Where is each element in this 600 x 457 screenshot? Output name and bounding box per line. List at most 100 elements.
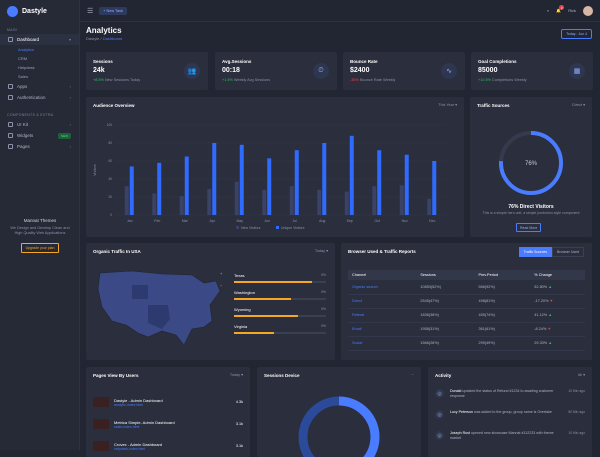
channel-link[interactable]: Email — [348, 322, 417, 337]
breadcrumb-root[interactable]: Dastyle — [86, 36, 100, 41]
user-name[interactable]: Rick — [568, 8, 576, 13]
zoom-in-icon[interactable]: + — [220, 271, 223, 276]
gauge-percent: 76% — [525, 161, 538, 167]
pages-icon — [8, 144, 13, 149]
menu-icon[interactable]: ☰ — [87, 7, 94, 15]
activity-message: was added to the group, group name is Ov… — [473, 410, 552, 414]
stat-delta: +8.5% New Sessions Today — [93, 78, 140, 82]
pages-title: Pages View By Users — [93, 373, 139, 378]
traffic-desc: This is a simple hero unit, a simple jum… — [482, 211, 580, 215]
stat-icon: ▦ — [569, 63, 585, 79]
table-row: Social 1566(26%) 299(49%) 29.33% ▲ — [348, 336, 585, 351]
stat-card: Bounce Rate $2400 -35% Bounce Rate Weekl… — [343, 52, 465, 90]
change-value: -17.20% — [534, 299, 549, 303]
stat-delta: +10.5% Completions Weekly — [478, 78, 527, 82]
stat-delta: +1.5% Weekly Avg.Sessions — [222, 78, 270, 82]
tab-traffic-sources[interactable]: Traffic Sources — [518, 247, 553, 257]
section-main-label: MAIN — [7, 28, 17, 32]
state-progress — [234, 315, 326, 317]
sidebar-item-dashboard[interactable]: Dashboard ▾ — [0, 34, 79, 45]
activity-user[interactable]: Donald — [450, 389, 462, 393]
audience-card: Audience Overview This Year ▾ Visitors 0 2… — [86, 97, 464, 237]
section-components-label: COMPONENTS & EXTRA — [7, 113, 54, 117]
y-axis-label: Visitors — [93, 164, 97, 176]
activity-user[interactable]: Joseph Rust — [450, 431, 470, 435]
sidebar-item-widgets[interactable]: Widgets NEW — [0, 130, 79, 141]
page-url[interactable]: sales-index.html — [114, 424, 140, 429]
sidebar-item-authentication[interactable]: Authentication › — [0, 92, 79, 103]
breadcrumb: Dastyle / Dashboard — [86, 36, 123, 41]
read-more-button[interactable]: Read More — [516, 223, 542, 232]
activity-title: Activity — [435, 373, 452, 378]
bar-unique — [294, 150, 299, 215]
list-item[interactable]: Dastyle - Admin Dashboard analytic-index… — [86, 391, 250, 413]
sidebar-item-apps[interactable]: Apps › — [0, 81, 79, 92]
activity-text: Lucy Peterson was added to the group, gr… — [450, 410, 560, 415]
traffic-filter[interactable]: Direct ▾ — [572, 103, 585, 107]
stat-title: Sessions — [93, 59, 113, 64]
page-stat: 3.1k — [235, 444, 243, 448]
zoom-out-icon[interactable]: − — [220, 283, 223, 288]
list-item[interactable]: Crovex - Admin Dashboard helpdesk-index.… — [86, 435, 250, 457]
logo-icon — [7, 5, 18, 17]
page-url[interactable]: analytic-index.html — [114, 402, 143, 407]
audience-filter[interactable]: This Year ▾ — [438, 103, 457, 107]
channel-link[interactable]: Direct — [348, 294, 417, 309]
table-row: Organic search 10853(52%) 566(92%) 52.80… — [348, 280, 585, 295]
activity-filter[interactable]: All ▾ — [577, 373, 585, 377]
usa-filter[interactable]: Today ▾ — [314, 249, 328, 253]
activity-item: ◎ Joseph Rust opened new showcase Mannat… — [428, 431, 592, 452]
state-progress-fill — [234, 298, 292, 300]
state-row: Washington 0% — [234, 290, 326, 307]
sidebar-item-ui-kit[interactable]: UI Kit › — [0, 119, 79, 130]
activity-card: Activity All ▾ ◎ Donald updated the stat… — [428, 367, 592, 457]
x-tick-label: Jan — [127, 219, 133, 223]
sidebar-sub-analytics[interactable]: Analytics — [18, 47, 35, 52]
pages-filter[interactable]: Today ▾ — [229, 373, 243, 377]
avatar[interactable] — [583, 5, 593, 16]
channel-link[interactable]: Organic search — [348, 280, 417, 295]
audience-title: Audience Overview — [93, 103, 135, 108]
change-cell: -8.24% ▼ — [530, 322, 585, 337]
channel-link[interactable]: Social — [348, 336, 417, 351]
sidebar-sub-helpdesk[interactable]: Helpdesk — [18, 65, 35, 70]
tab-browser-used[interactable]: Browser Used — [552, 247, 584, 257]
list-item[interactable]: Metrica Simple- Admin Dashboard sales-in… — [86, 413, 250, 435]
change-cell: 29.33% ▲ — [530, 336, 585, 351]
stat-icon: 👥 — [184, 63, 200, 79]
page-url[interactable]: helpdesk-index.html — [114, 446, 146, 451]
table-header: % Change — [530, 270, 585, 280]
state-name: Wyoming — [234, 307, 251, 312]
promo-text: We Design and Develop Clean and High Qua… — [10, 226, 70, 235]
bell-icon[interactable]: 🔔 2 — [556, 5, 565, 13]
brand[interactable]: Dastyle — [0, 0, 79, 22]
browser-card: Browser Used & Traffic Reports Traffic S… — [341, 243, 592, 360]
sidebar-sub-crm[interactable]: CRM — [18, 56, 28, 61]
device-menu-icon[interactable]: ⋯ — [410, 373, 414, 377]
new-task-button[interactable]: + New Task — [99, 6, 127, 15]
arrow-up-icon: ▲ — [548, 313, 553, 317]
activity-time: 10 Min ago — [568, 389, 585, 393]
date-button[interactable]: Today : Jun 4 — [561, 29, 592, 39]
stat-icon: ⏲ — [313, 63, 329, 79]
channel-link[interactable]: Referal — [348, 308, 417, 323]
page-title: Analytics — [86, 26, 122, 35]
stat-value: 85000 — [478, 67, 498, 74]
bar-new — [344, 191, 349, 215]
activity-user[interactable]: Lucy Peterson — [450, 410, 473, 414]
sessions-cell: 1566(26%) — [416, 336, 475, 351]
sidebar-item-pages[interactable]: Pages › — [0, 141, 79, 152]
stat-note: Bounce Rate Weekly — [359, 78, 396, 82]
bar-unique — [157, 162, 162, 215]
page-name: Crovex - Admin Dashboard — [114, 441, 163, 447]
bar-unique — [267, 158, 272, 215]
sidebar-sub-sales[interactable]: Sales — [18, 74, 29, 79]
state-list: Texas 0% Washington 0% Wyoming 0% Virginia 0… — [234, 273, 326, 341]
upgrade-button[interactable]: Upgrade your plan — [20, 243, 60, 253]
x-tick-label: Mar — [182, 219, 189, 223]
stat-title: Goal Completions — [478, 59, 517, 64]
search-icon[interactable]: ⌕ — [546, 8, 550, 13]
stat-card: Goal Completions 85000 +10.5% Completion… — [471, 52, 593, 90]
bar-unique — [212, 143, 217, 215]
usa-map — [97, 270, 221, 346]
